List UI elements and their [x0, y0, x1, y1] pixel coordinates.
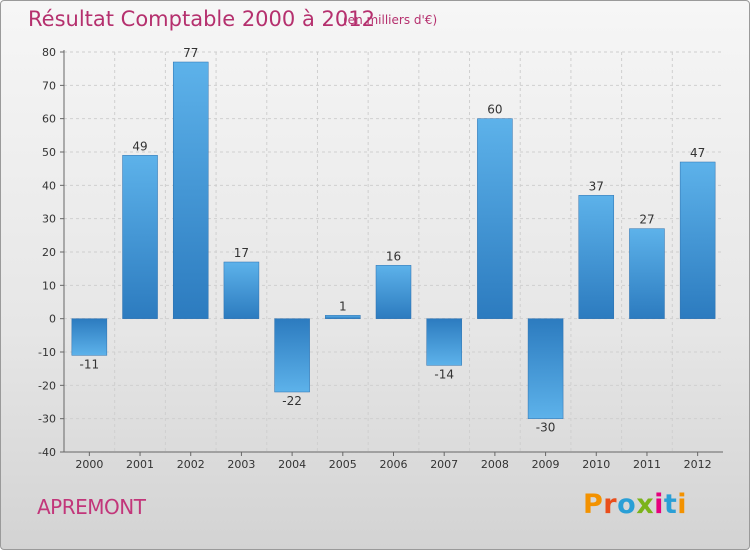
bars	[71, 61, 716, 419]
x-tick-label: 2009	[532, 458, 560, 471]
logo-letter: r	[603, 489, 618, 520]
bar-2008	[477, 118, 513, 319]
x-tick-label: 2000	[75, 458, 103, 471]
y-tick-label: 30	[42, 213, 56, 226]
y-tick-label: 0	[49, 313, 56, 326]
x-tick-label: 2004	[278, 458, 306, 471]
y-tick-label: 70	[42, 79, 56, 92]
data-label-2000: -11	[80, 357, 100, 371]
bar-2012	[679, 161, 716, 319]
y-tick-label: -40	[38, 446, 56, 459]
bar-2009	[527, 318, 564, 419]
data-label-2001: 49	[132, 139, 147, 153]
logo-letter: o	[617, 489, 637, 520]
data-label-2012: 47	[690, 146, 705, 160]
x-tick-label: 2012	[684, 458, 712, 471]
x-tick-label: 2007	[430, 458, 458, 471]
y-tick-label: 40	[42, 179, 56, 192]
logo-letter: x	[636, 489, 655, 520]
chart-title: Résultat Comptable 2000 à 2012	[28, 7, 375, 31]
bar-2007	[426, 318, 462, 366]
commune-name: APREMONT	[37, 495, 146, 519]
y-tick-label: -20	[38, 379, 56, 392]
y-tick-label: 20	[42, 246, 56, 259]
bar-2011	[629, 228, 665, 319]
y-tick-label: 60	[42, 113, 56, 126]
data-label-2010: 37	[589, 179, 604, 193]
bar-2004	[274, 318, 310, 393]
y-tick-label: 10	[42, 279, 56, 292]
data-label-2011: 27	[639, 213, 654, 227]
x-tick-label: 2010	[582, 458, 610, 471]
bar-2002	[172, 61, 209, 319]
data-label-2008: 60	[487, 103, 502, 117]
proxiti-logo[interactable]: Proxiti	[583, 489, 687, 520]
bar-2001	[122, 155, 158, 319]
x-tick-label: 2002	[177, 458, 205, 471]
data-label-2005: 1	[339, 299, 347, 313]
bar-2000	[71, 318, 108, 356]
x-tick-label: 2006	[380, 458, 408, 471]
x-tick-label: 2011	[633, 458, 661, 471]
data-label-2006: 16	[386, 249, 401, 263]
logo-letter: t	[663, 489, 678, 520]
bar-2005	[325, 315, 361, 319]
y-tick-label: 50	[42, 146, 56, 159]
y-tick-label: -30	[38, 413, 56, 426]
data-label-2004: -22	[282, 394, 302, 408]
x-tick-label: 2005	[329, 458, 357, 471]
data-label-2003: 17	[234, 246, 249, 260]
data-label-2007: -14	[434, 367, 454, 381]
data-labels: -11 49 77 17 -22 1 16 -14 60 -30 37 27 47	[80, 46, 706, 435]
chart-subtitle: (en milliers d'€)	[343, 13, 438, 27]
logo-letter: P	[583, 489, 604, 520]
logo-letter: i	[677, 489, 688, 520]
axes: -40 -30 -20 -10 0 10 20 30 40 50 60 70 80 2000 2001 200…	[38, 46, 723, 471]
bar-2006	[375, 265, 412, 319]
x-tick-label: 2003	[227, 458, 255, 471]
data-label-2002: 77	[183, 46, 198, 60]
y-tick-label: 80	[42, 46, 56, 59]
y-tick-label: -10	[38, 346, 56, 359]
bar-2010	[578, 195, 615, 319]
x-tick-label: 2001	[126, 458, 154, 471]
logo-letter: i	[654, 489, 664, 520]
data-label-2009: -30	[536, 421, 556, 435]
x-tick-label: 2008	[481, 458, 509, 471]
bar-2003	[223, 261, 260, 319]
